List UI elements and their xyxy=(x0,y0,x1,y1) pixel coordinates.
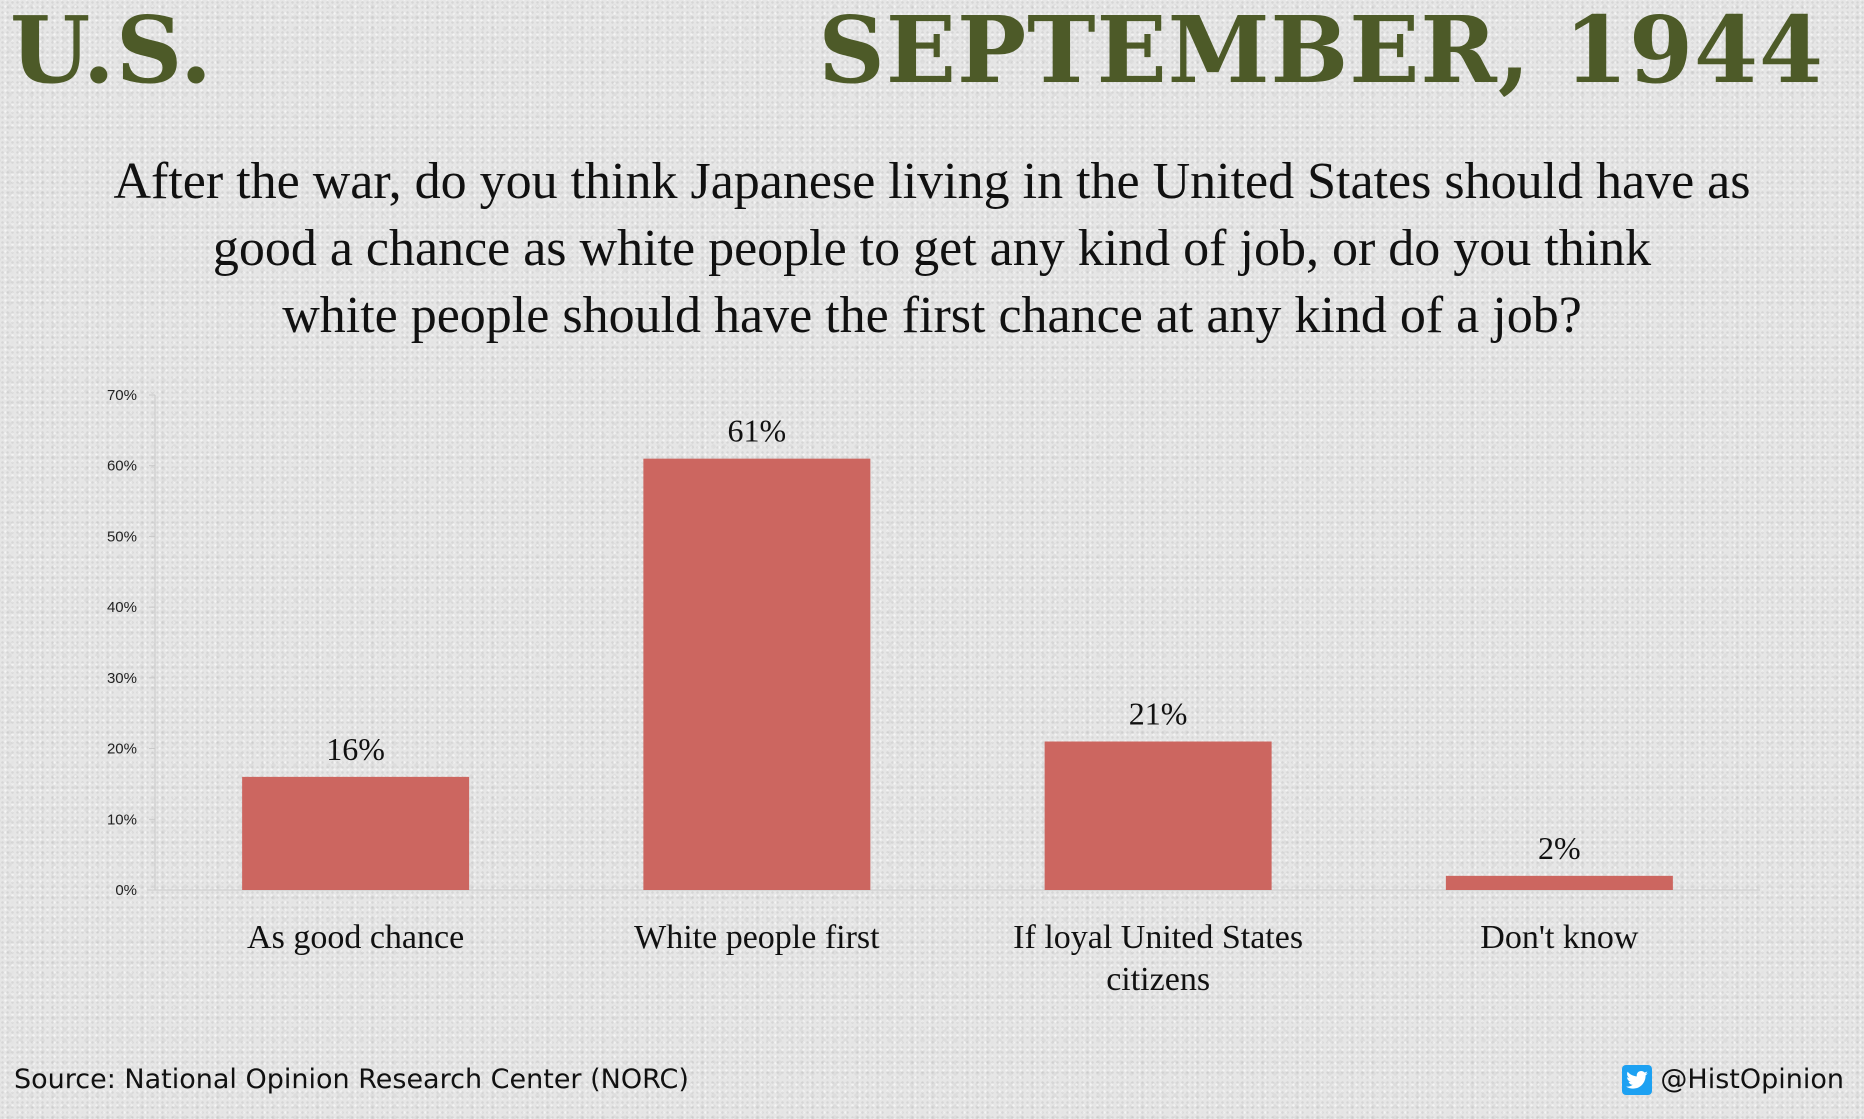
question-line-3: white people should have the first chanc… xyxy=(282,287,1582,344)
header-country: U.S. xyxy=(10,0,214,104)
category-label: citizens xyxy=(1106,961,1210,998)
source-note: Source: National Opinion Research Center… xyxy=(14,1064,689,1095)
twitter-handle[interactable]: @HistOpinion xyxy=(1622,1064,1844,1095)
bar xyxy=(1445,875,1673,890)
y-tick-label: 50% xyxy=(107,528,137,545)
category-label: White people first xyxy=(634,919,880,956)
y-tick-label: 0% xyxy=(115,882,137,899)
question-text: After the war, do you think Japanese liv… xyxy=(40,148,1824,349)
bar xyxy=(242,776,470,890)
data-label: 2% xyxy=(1538,830,1581,866)
y-tick-label: 20% xyxy=(107,741,137,758)
header-date: SEPTEMBER, 1944 xyxy=(818,0,1824,104)
question-line-2: good a chance as white people to get any… xyxy=(212,220,1652,277)
category-label: As good chance xyxy=(247,919,464,956)
twitter-icon xyxy=(1622,1064,1653,1095)
y-tick-label: 10% xyxy=(107,811,137,828)
data-label: 21% xyxy=(1129,696,1188,732)
bar xyxy=(1044,741,1272,890)
data-label: 61% xyxy=(728,413,787,449)
bar-chart: 0% 10% 20% 30% 40% 50% 60% 70% 16% As good chance… xyxy=(107,387,1760,998)
data-label: 16% xyxy=(326,731,385,767)
y-tick-label: 30% xyxy=(107,670,137,687)
bar xyxy=(643,458,871,890)
y-tick-label: 40% xyxy=(107,599,137,616)
question-line-1: After the war, do you think Japanese liv… xyxy=(113,153,1751,210)
handle-text: @HistOpinion xyxy=(1660,1064,1844,1095)
category-label: Don't know xyxy=(1480,919,1639,956)
category-label: If loyal United States xyxy=(1013,919,1303,956)
y-tick-label: 70% xyxy=(107,387,137,404)
y-tick-label: 60% xyxy=(107,458,137,475)
